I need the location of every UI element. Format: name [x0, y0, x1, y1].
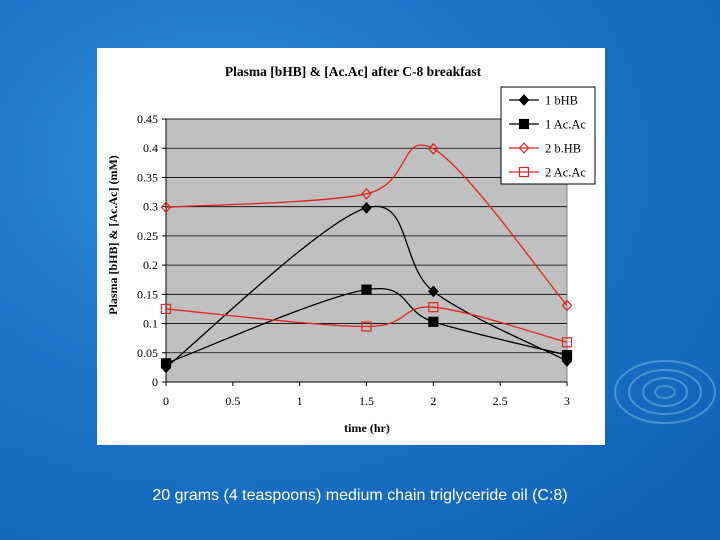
legend-label: 2 Ac.Ac [545, 166, 586, 180]
chart-panel: Plasma [bHB] & [Ac.Ac] after C-8 breakfa… [97, 48, 605, 445]
legend-marker [518, 142, 530, 154]
legend-box [500, 86, 596, 185]
x-tick-label: 0 [163, 394, 169, 408]
x-tick-label: 1.5 [359, 394, 374, 408]
x-tick-label: 3 [564, 394, 570, 408]
y-tick-label: 0.1 [143, 317, 158, 331]
legend-marker [518, 118, 530, 130]
data-point [428, 316, 439, 327]
x-tick-label: 0.5 [225, 394, 240, 408]
legend-marker [518, 166, 530, 178]
x-tick-label: 2.5 [493, 394, 508, 408]
data-point [160, 201, 172, 214]
chart-title: Plasma [bHB] & [Ac.Ac] after C-8 breakfa… [225, 64, 482, 79]
legend: 1 bHB 1 Ac.Ac 2 b.HB 2 Ac.Ac [500, 86, 596, 185]
x-axis-label: time (hr) [344, 421, 390, 435]
y-tick-label: 0 [152, 375, 158, 389]
slide-caption: 20 grams (4 teaspoons) medium chain trig… [152, 487, 568, 504]
legend-label: 1 bHB [545, 94, 578, 108]
y-tick-label: 0.25 [137, 229, 158, 243]
series-line-3 [165, 144, 568, 306]
data-point [561, 299, 573, 312]
legend-marker [518, 94, 530, 106]
series-line-1 [165, 205, 568, 368]
data-point [428, 302, 439, 313]
data-point [160, 358, 172, 369]
y-tick-label: 0.3 [143, 200, 158, 214]
y-tick-label: 0.05 [137, 346, 158, 360]
plot-area [165, 118, 568, 383]
data-point [561, 350, 573, 361]
series-line-2 [165, 287, 568, 364]
data-point [561, 337, 573, 348]
y-tick-label: 0.4 [143, 141, 158, 155]
data-point [361, 201, 372, 214]
y-tick-label: 0.45 [137, 112, 158, 126]
y-tick-label: 0.35 [137, 170, 158, 184]
legend-label: 1 Ac.Ac [545, 118, 586, 132]
data-point [428, 285, 439, 298]
legend-label: 2 b.HB [545, 142, 581, 156]
y-tick-label: 0.2 [143, 258, 158, 272]
data-point [361, 284, 372, 295]
x-tick-label: 2 [430, 394, 436, 408]
y-axis-label: Plasma [bHB] & [Ac.Ac] (mM) [106, 155, 120, 315]
y-tick-label: 0.15 [137, 287, 158, 301]
data-point [361, 321, 372, 332]
series-line-4 [165, 306, 568, 343]
x-tick-label: 1 [297, 394, 303, 408]
line-chart: Plasma [bHB] & [Ac.Ac] after C-8 breakfa… [106, 64, 596, 435]
data-point [428, 142, 439, 155]
data-point [160, 303, 172, 315]
data-point [361, 187, 372, 200]
